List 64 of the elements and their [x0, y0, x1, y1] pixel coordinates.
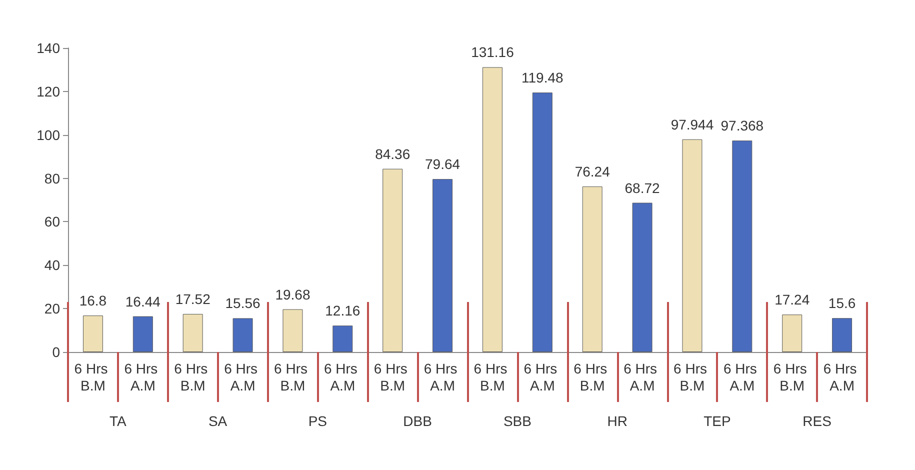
text: 6 Hrs A.M — [723, 360, 757, 394]
text: 6 Hrs B.M — [674, 360, 707, 394]
y-tick-label: 140 — [36, 40, 60, 56]
x-tick-label: DBB — [403, 413, 432, 429]
data-label: 16.8 — [79, 292, 107, 309]
y-tick-label: 0 — [52, 344, 60, 360]
x-tick-label: HR — [607, 413, 628, 429]
series-label: 6 Hrs B.M — [574, 360, 612, 394]
bar — [132, 316, 153, 352]
bar — [332, 326, 353, 352]
y-tick-label: 40 — [44, 257, 60, 274]
y-tick-label: 80 — [44, 170, 60, 186]
data-label: 17.24 — [774, 292, 810, 308]
bar — [432, 179, 453, 352]
data-label: 68.72 — [624, 180, 660, 196]
y-tick-label: 20 — [44, 300, 60, 317]
text: 6 Hrs A.M — [424, 360, 458, 394]
bar — [732, 140, 752, 352]
data-label: 84.36 — [375, 146, 410, 162]
bar — [82, 316, 103, 352]
text: 6 Hrs B.M — [773, 360, 807, 394]
bar — [382, 168, 403, 352]
bar — [582, 186, 602, 352]
series-label: 6 Hrs A.M — [124, 360, 162, 394]
text: 6 Hrs B.M — [374, 360, 408, 394]
data-label: 76.24 — [574, 163, 610, 180]
x-tick-label: PS — [308, 413, 328, 429]
bar — [782, 314, 802, 352]
data-label: 97.368 — [720, 118, 764, 134]
text: 6 Hrs B.M — [474, 360, 508, 394]
bar — [632, 202, 652, 352]
bar — [682, 139, 702, 352]
y-tick-label: 120 — [36, 83, 60, 100]
data-label: 119.48 — [522, 70, 564, 86]
data-label: 131.16 — [471, 44, 514, 60]
data-label: 79.64 — [425, 156, 460, 172]
text: 6 Hrs A.M — [524, 360, 558, 394]
text: 6 Hrs B.M — [74, 360, 108, 394]
text: 6 Hrs B.M — [174, 360, 208, 394]
x-tick-label: TA — [110, 413, 128, 429]
data-label: 19.68 — [275, 286, 310, 302]
data-label: 15.6 — [828, 295, 856, 312]
bar — [832, 318, 852, 352]
data-label: 17.52 — [175, 290, 211, 307]
bar — [282, 309, 303, 352]
data-label: 97.944 — [670, 116, 714, 132]
x-tick-label: SBB — [503, 413, 532, 429]
data-label: 16.44 — [125, 293, 161, 310]
y-tick-label: 60 — [44, 214, 60, 230]
bar — [482, 67, 502, 352]
text: 6 Hrs A.M — [624, 360, 658, 394]
x-tick-label: RES — [802, 413, 832, 429]
text: 6 Hrs A.M — [324, 360, 358, 394]
x-tick-label: SA — [208, 413, 228, 429]
text: 6 Hrs A.M — [224, 360, 258, 394]
y-tick-label: 100 — [36, 126, 60, 143]
bar — [532, 92, 552, 352]
x-tick-label: TEP — [704, 413, 731, 429]
data-label: 15.56 — [225, 295, 261, 312]
bar — [182, 314, 203, 352]
data-label: 12.16 — [325, 302, 360, 319]
text: 6 Hrs A.M — [823, 360, 857, 394]
bar — [232, 318, 253, 352]
text: 6 Hrs B.M — [274, 360, 308, 394]
